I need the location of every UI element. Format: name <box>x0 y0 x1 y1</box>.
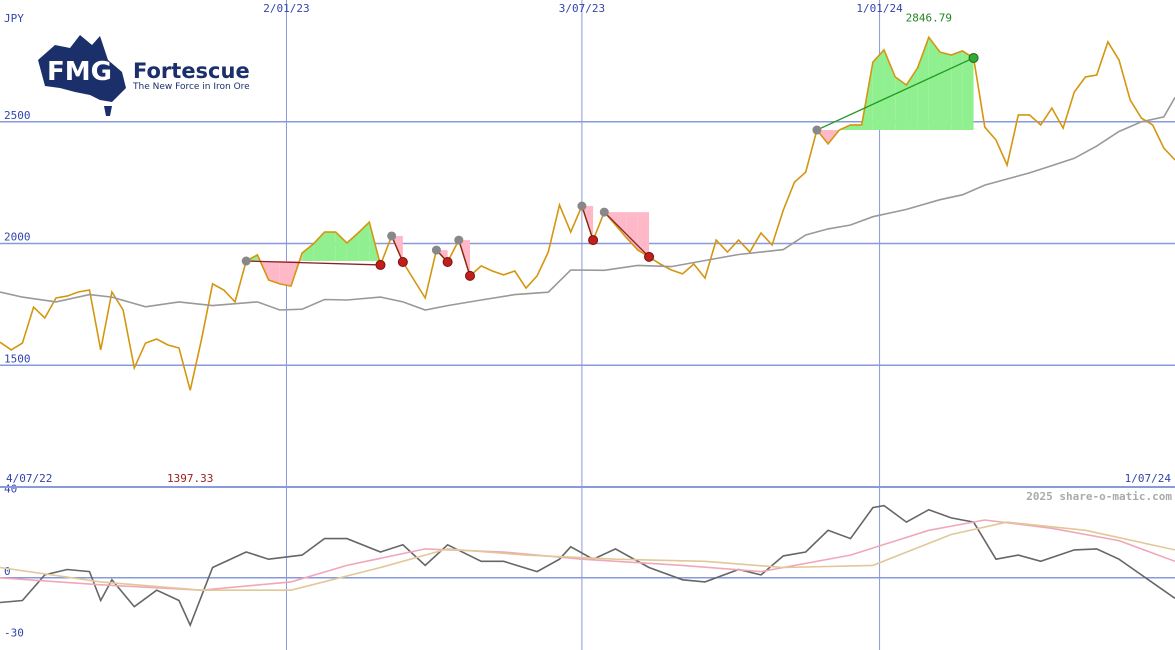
x-tick-label: 1/01/24 <box>856 2 903 15</box>
logo-shape <box>104 106 112 116</box>
entry-dot <box>577 201 587 211</box>
annotation: 1397.33 <box>167 472 213 485</box>
unit-label: JPY <box>4 12 24 25</box>
entry-dot <box>812 125 822 135</box>
trade-area <box>313 232 325 262</box>
entry-dot <box>387 231 397 241</box>
trade-area <box>940 52 952 131</box>
logo-mark: FMG <box>47 57 112 87</box>
exit-dot <box>465 270 475 281</box>
trade-line <box>246 260 381 266</box>
trade-line <box>581 205 594 241</box>
exit-dot <box>442 257 453 268</box>
x-tick-label: 2/01/23 <box>263 2 309 15</box>
logo: FMG Fortescue The New Force in Iron Ore <box>38 35 250 116</box>
y-tick-label: -30 <box>4 627 24 640</box>
entry-dot <box>241 256 251 266</box>
trade-area <box>279 261 291 287</box>
logo-name: Fortescue <box>133 59 250 83</box>
trade-area <box>246 254 258 262</box>
trade-area <box>850 124 862 131</box>
annotation: 2846.79 <box>906 11 952 24</box>
trade-area <box>335 232 347 262</box>
series-line <box>0 97 1175 311</box>
trade-area <box>324 232 336 262</box>
x-tick-label: 3/07/23 <box>559 2 605 15</box>
trade-area <box>884 49 896 131</box>
series-line <box>0 519 1175 592</box>
trade-area <box>928 37 940 131</box>
trade-area <box>951 50 963 131</box>
y-tick-label: 1500 <box>4 352 31 365</box>
entry-dot <box>599 207 609 217</box>
x-tick-label: 4/07/22 <box>6 472 52 485</box>
x-tick-label: 1/07/24 <box>1125 472 1172 485</box>
trade-area <box>895 76 907 131</box>
exit-dot <box>397 257 408 268</box>
trade-area <box>346 233 359 262</box>
exit-dot <box>968 52 979 63</box>
trade-area <box>637 212 650 257</box>
trade-area <box>962 50 974 131</box>
series-line <box>0 521 1175 591</box>
entry-dot <box>454 235 464 245</box>
trade-line <box>458 239 471 277</box>
trade-line <box>603 211 650 258</box>
trade-area <box>872 49 885 131</box>
y-tick-label: 40 <box>4 482 17 495</box>
logo-shape <box>38 35 126 102</box>
trade-area <box>906 67 918 131</box>
series-line <box>0 504 1175 628</box>
entry-dot <box>431 245 441 255</box>
exit-dot <box>644 251 655 262</box>
watermark: 2025 share-o-matic.com <box>1026 490 1172 503</box>
y-tick-label: 0 <box>4 565 11 578</box>
trade-area <box>302 243 314 262</box>
exit-dot <box>375 259 386 270</box>
y-tick-label: 2000 <box>4 231 31 244</box>
trade-area <box>268 261 280 284</box>
logo-tagline: The New Force in Iron Ore <box>132 82 250 92</box>
y-tick-label: 2500 <box>4 109 31 122</box>
exit-dot <box>588 235 599 246</box>
trade-area <box>358 222 370 262</box>
trade-line <box>816 57 974 131</box>
